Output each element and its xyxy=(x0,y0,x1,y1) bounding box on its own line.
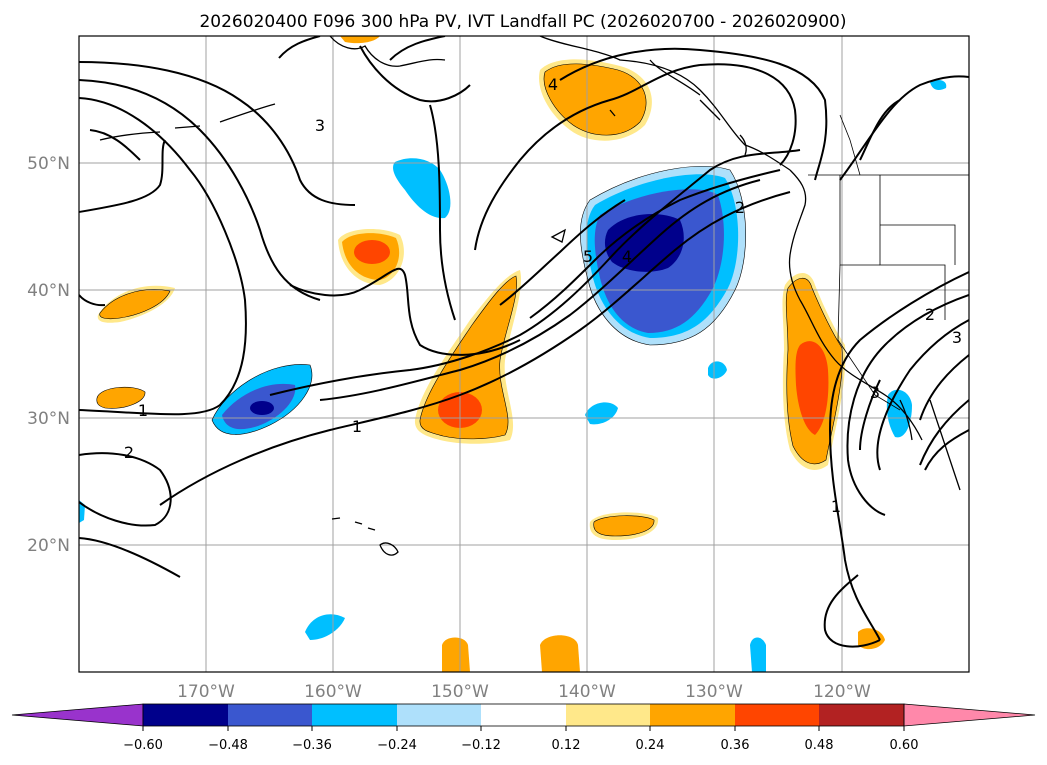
cbar-label-8: 0.48 xyxy=(805,738,834,753)
contour-label-5: 5 xyxy=(583,247,593,266)
contour-label-2: 2 xyxy=(124,443,134,462)
colorbar-bin-4 xyxy=(397,704,481,726)
lat-label-30n: 30°N xyxy=(27,409,70,429)
anomaly-fill-orange-9 xyxy=(540,635,580,672)
contour-label-3: 3 xyxy=(315,116,325,135)
contour-label-1: 1 xyxy=(138,401,148,420)
lon-label-160w: 160°W xyxy=(304,682,362,702)
contour-label-2b: 2 xyxy=(735,198,745,217)
lon-label-130w: 130°W xyxy=(685,682,743,702)
anomaly-fill-red-6 xyxy=(795,341,829,435)
colorbar: −0.60 −0.48 −0.36 −0.24 −0.12 0.12 0.24 … xyxy=(11,703,1036,753)
figure-title: 2026020400 F096 300 hPa PV, IVT Landfall… xyxy=(199,12,846,32)
cbar-label-0: −0.60 xyxy=(123,738,163,753)
colorbar-bin-1 xyxy=(143,704,228,726)
lon-label-140w: 140°W xyxy=(558,682,616,702)
map-area: 1 1 1 2 2 2 3 3 3 4 4 5 170°W 160°W 150°… xyxy=(27,35,970,702)
anomaly-fill-blue-7 xyxy=(750,637,766,672)
colorbar-bin-6 xyxy=(566,704,650,726)
lat-label-20n: 20°N xyxy=(27,536,70,556)
contour-label-3b: 3 xyxy=(952,328,962,347)
contour-label-4: 4 xyxy=(548,75,558,94)
cbar-label-4: −0.12 xyxy=(461,738,501,753)
cbar-label-9: 0.60 xyxy=(890,738,919,753)
contour-label-3c: 3 xyxy=(870,383,880,402)
colorbar-over-extend xyxy=(903,703,1036,727)
cbar-label-7: 0.36 xyxy=(721,738,750,753)
anomaly-fill-blue-10 xyxy=(930,80,947,90)
contour-label-4b: 4 xyxy=(622,247,632,266)
contour-label-1c: 1 xyxy=(831,497,841,516)
anomaly-fill-orange-7 xyxy=(593,515,655,536)
colorbar-bin-9 xyxy=(819,704,904,726)
colorbar-ticks xyxy=(142,726,905,731)
colorbar-tick-labels: −0.60 −0.48 −0.36 −0.24 −0.12 0.12 0.24 … xyxy=(123,738,918,753)
anomaly-fill-blue-4 xyxy=(585,402,618,425)
anomaly-fill-orange-4 xyxy=(99,289,170,319)
colorbar-bin-5 xyxy=(481,704,566,726)
colorbar-under-extend xyxy=(11,703,144,727)
colorbar-bin-3 xyxy=(312,704,397,726)
anomaly-fill-orange-5 xyxy=(96,387,146,409)
lat-label-40n: 40°N xyxy=(27,281,70,301)
colorbar-bin-8 xyxy=(735,704,819,726)
contour-labels: 1 1 1 2 2 2 3 3 3 4 4 5 xyxy=(124,75,962,516)
cbar-label-5: 0.12 xyxy=(552,738,581,753)
anomaly-fill-dark-blue xyxy=(604,214,684,272)
anomaly-fill-orange-8 xyxy=(442,637,470,672)
contour-label-1b: 1 xyxy=(352,417,362,436)
anomaly-fill-red-2 xyxy=(354,240,390,264)
lat-axis-labels: 50°N 40°N 30°N 20°N xyxy=(27,154,70,556)
anomaly-fill-blue-3 xyxy=(393,158,451,219)
anomaly-fill-orange-10 xyxy=(858,628,885,650)
cbar-label-3: −0.24 xyxy=(377,738,417,753)
shade-outlines xyxy=(96,63,843,537)
lon-label-150w: 150°W xyxy=(431,682,489,702)
anomaly-fill-blue-5 xyxy=(708,361,727,379)
map-frame xyxy=(78,35,970,673)
cbar-label-1: −0.48 xyxy=(208,738,248,753)
contour-label-2c: 2 xyxy=(925,305,935,324)
anomaly-fill-orange-11 xyxy=(340,36,380,44)
lon-label-170w: 170°W xyxy=(177,682,235,702)
lat-label-50n: 50°N xyxy=(27,154,70,174)
anomaly-fill-dark-blue-2 xyxy=(250,401,274,415)
colorbar-bin-2 xyxy=(228,704,312,726)
lon-label-120w: 120°W xyxy=(813,682,871,702)
cbar-label-2: −0.36 xyxy=(292,738,332,753)
lon-axis-labels: 170°W 160°W 150°W 140°W 130°W 120°W xyxy=(177,682,871,702)
pv-contours xyxy=(79,36,969,648)
anomaly-fill-blue-6 xyxy=(305,614,345,640)
colorbar-bin-7 xyxy=(650,704,735,726)
colorbar-frame xyxy=(142,703,905,727)
cbar-label-6: 0.24 xyxy=(636,738,665,753)
